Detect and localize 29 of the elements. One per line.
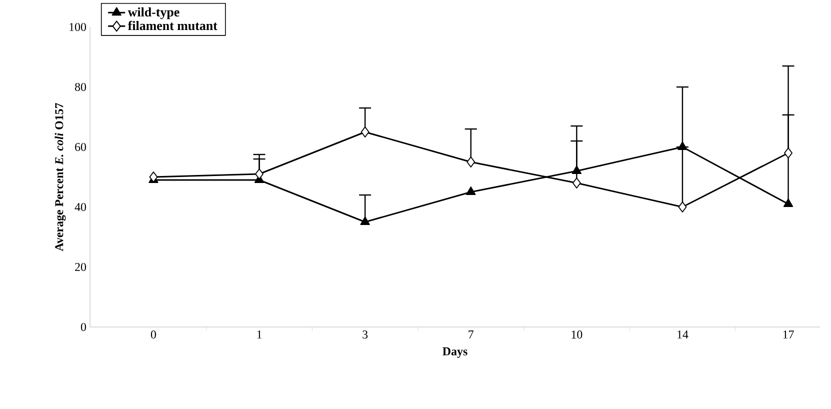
x-tick-label: 17 (783, 330, 794, 338)
x-axis-title: Days (442, 347, 468, 358)
point (360, 216, 370, 225)
x-tick-label: 0 (150, 330, 156, 339)
point (149, 172, 158, 182)
point (360, 126, 370, 138)
point (466, 186, 476, 195)
y-tick-label: 0 (80, 322, 86, 332)
point (783, 198, 794, 207)
x-tick-label: 3 (362, 330, 368, 339)
point (784, 147, 793, 158)
y-tick-label: 80 (74, 82, 86, 92)
point (678, 202, 687, 212)
x-tick-label: 14 (678, 330, 688, 338)
y-tick-label: 40 (74, 202, 86, 212)
point (466, 156, 476, 168)
point (255, 168, 264, 180)
legend-label: wild-type (128, 7, 180, 20)
y-tick-label: 100 (70, 22, 86, 32)
y-axis-title: Average Percent E. coli O157 (54, 102, 66, 252)
point (572, 178, 581, 188)
x-tick-label: 7 (468, 330, 474, 338)
legend-label: filament mutant (128, 20, 218, 30)
y-tick-label: 60 (75, 142, 86, 152)
point (678, 141, 688, 150)
x-tick-label: 1 (257, 330, 262, 338)
y-tick-label: 20 (75, 262, 86, 272)
x-tick-label: 10 (572, 330, 582, 339)
point (572, 166, 582, 174)
